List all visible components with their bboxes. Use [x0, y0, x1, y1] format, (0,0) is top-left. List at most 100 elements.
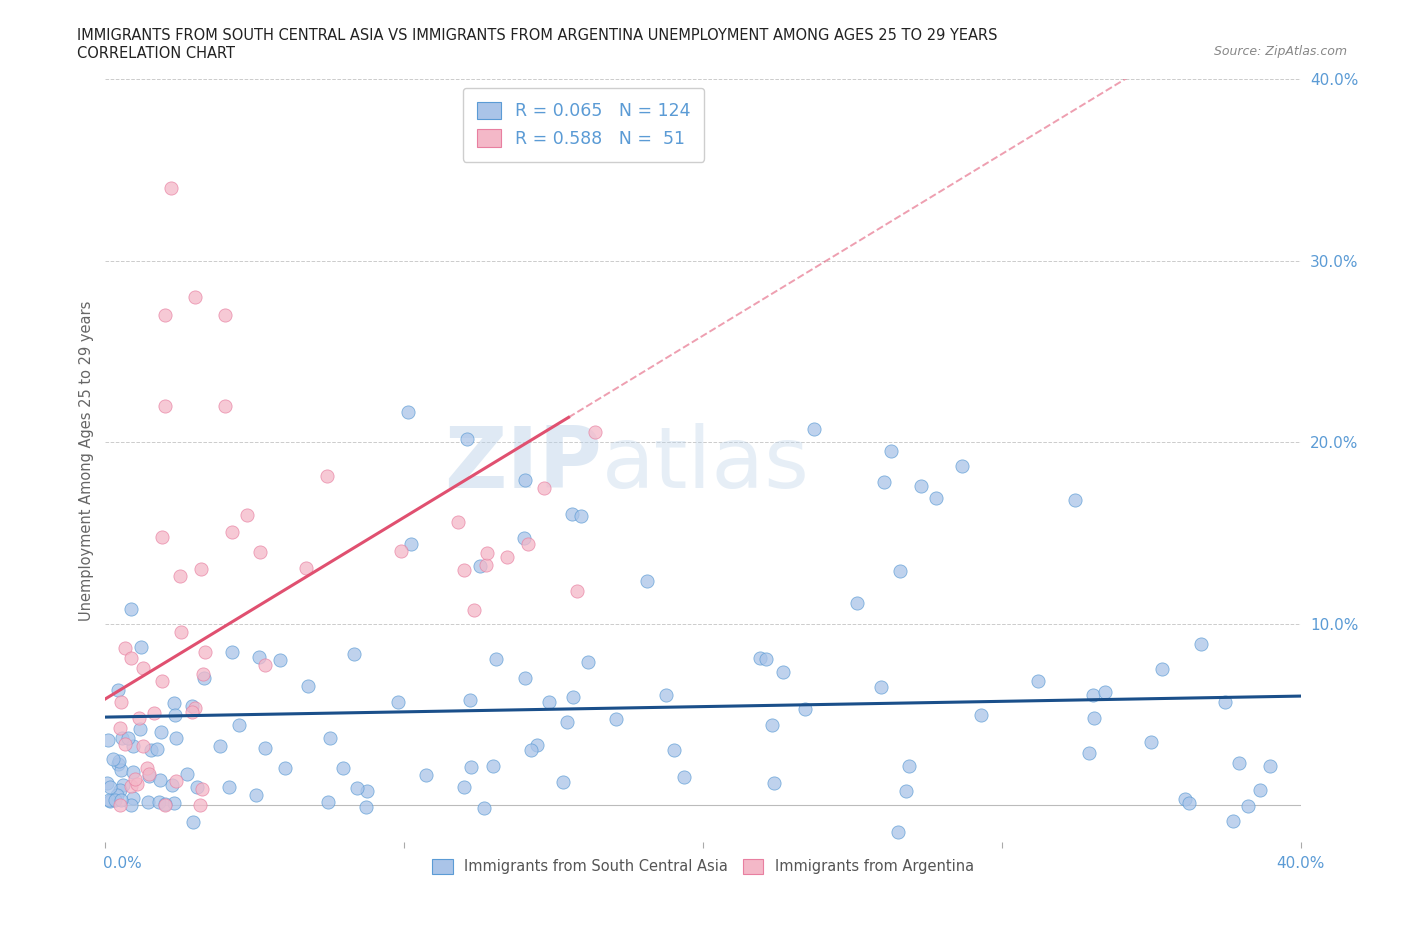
Point — [387, 695, 409, 710]
Point — [761, 718, 783, 733]
Point — [898, 759, 921, 774]
Legend: Immigrants from South Central Asia, Immigrants from Argentina: Immigrants from South Central Asia, Immi… — [426, 853, 980, 880]
Point — [576, 655, 599, 670]
Point — [120, 798, 142, 813]
Point — [150, 673, 173, 688]
Point — [332, 761, 354, 776]
Point — [605, 711, 627, 726]
Point — [105, 788, 128, 803]
Point — [155, 798, 177, 813]
Point — [120, 778, 142, 793]
Point — [950, 458, 973, 473]
Point — [221, 644, 243, 659]
Point — [153, 797, 176, 812]
Point — [1222, 814, 1244, 829]
Point — [101, 751, 124, 766]
Point — [970, 707, 993, 722]
Point — [356, 784, 378, 799]
Point — [108, 753, 131, 768]
Point — [496, 550, 519, 565]
Point — [180, 704, 202, 719]
Y-axis label: Unemployment Among Ages 25 to 29 years: Unemployment Among Ages 25 to 29 years — [79, 300, 94, 620]
Point — [253, 658, 276, 672]
Point — [148, 794, 170, 809]
Point — [910, 479, 932, 494]
Point — [460, 759, 482, 774]
Point — [655, 688, 678, 703]
Point — [561, 690, 583, 705]
Point — [183, 701, 205, 716]
Point — [673, 769, 696, 784]
Point — [110, 792, 132, 807]
Point — [513, 473, 536, 488]
Point — [100, 779, 122, 794]
Point — [209, 738, 232, 753]
Point — [117, 731, 139, 746]
Point — [165, 731, 187, 746]
Point — [346, 781, 368, 796]
Point — [1139, 735, 1161, 750]
Point — [114, 640, 136, 655]
Point — [794, 701, 817, 716]
Point — [97, 733, 120, 748]
Point — [873, 475, 896, 490]
Point — [453, 779, 475, 794]
Point — [415, 767, 437, 782]
Point — [135, 760, 157, 775]
Point — [98, 792, 121, 807]
Point — [98, 793, 121, 808]
Point — [477, 545, 499, 560]
Point — [128, 721, 150, 736]
Point — [1083, 711, 1105, 725]
Point — [160, 180, 183, 195]
Point — [887, 825, 910, 840]
Point — [122, 764, 145, 779]
Point — [803, 422, 825, 437]
Point — [869, 679, 891, 694]
Point — [163, 696, 186, 711]
Point — [245, 788, 267, 803]
Point — [1064, 493, 1087, 508]
Point — [236, 508, 259, 523]
Point — [150, 724, 173, 739]
Point — [125, 777, 148, 791]
Point — [163, 796, 186, 811]
Point — [112, 777, 135, 792]
Point — [110, 763, 132, 777]
Point — [129, 639, 152, 654]
Point — [274, 761, 297, 776]
Point — [247, 649, 270, 664]
Point — [218, 780, 240, 795]
Point — [214, 398, 236, 413]
Point — [551, 774, 574, 789]
Point — [343, 646, 366, 661]
Point — [124, 772, 146, 787]
Point — [110, 798, 132, 813]
Point — [149, 773, 172, 788]
Text: atlas: atlas — [602, 422, 810, 506]
Point — [169, 569, 191, 584]
Point — [295, 561, 318, 576]
Point — [458, 693, 481, 708]
Point — [96, 776, 118, 790]
Point — [190, 782, 212, 797]
Point — [748, 651, 770, 666]
Point — [297, 679, 319, 694]
Point — [221, 525, 243, 539]
Point — [537, 695, 560, 710]
Point — [186, 780, 208, 795]
Point — [228, 718, 250, 733]
Point — [356, 800, 378, 815]
Point — [846, 596, 869, 611]
Text: 40.0%: 40.0% — [1277, 856, 1324, 870]
Point — [1078, 746, 1101, 761]
Point — [475, 558, 498, 573]
Point — [1189, 637, 1212, 652]
Point — [1237, 799, 1260, 814]
Point — [472, 800, 495, 815]
Point — [485, 651, 508, 666]
Point — [145, 741, 167, 756]
Point — [214, 308, 236, 323]
Point — [143, 706, 166, 721]
Point — [1227, 756, 1250, 771]
